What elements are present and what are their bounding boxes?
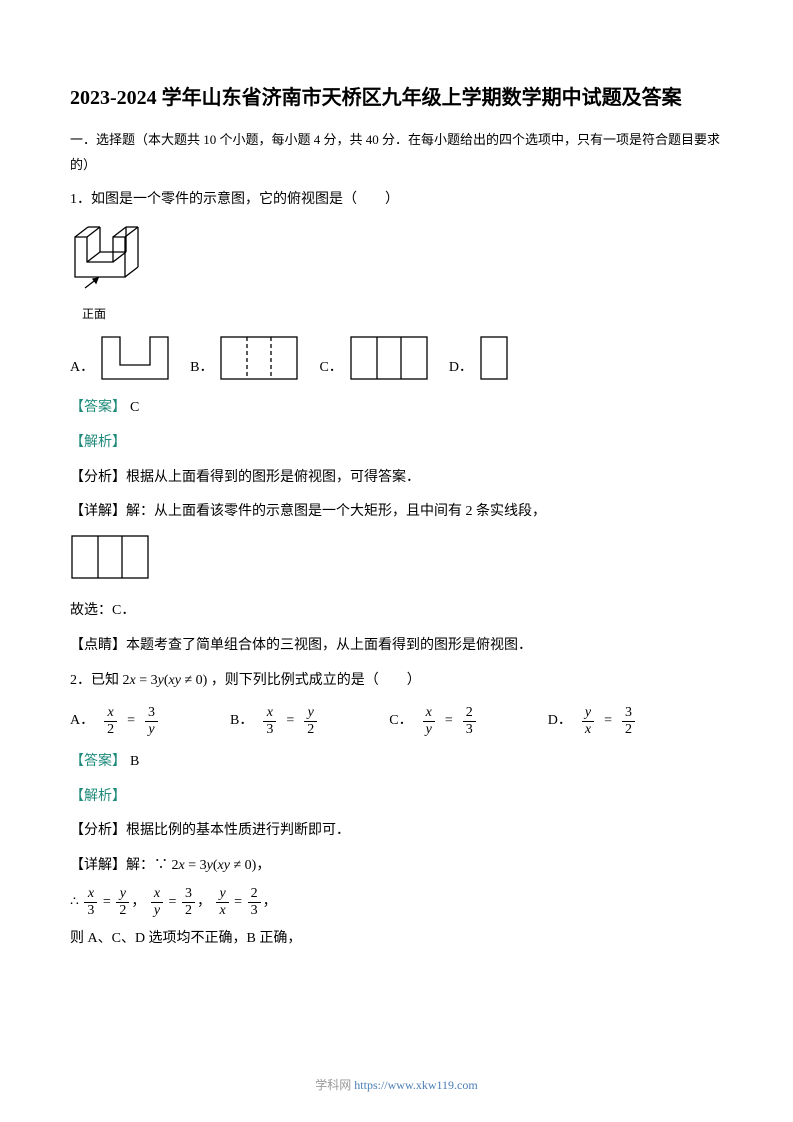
q1-option-a-label: A． <box>70 355 94 382</box>
q1-detail-figure <box>70 534 723 591</box>
q2-option-d-frac1: yx <box>582 706 594 737</box>
footer-text: 学科网 <box>315 1078 354 1092</box>
q2-option-a: A． x2 = 3y <box>70 706 160 737</box>
q2-detail-eq: 2x = 3y(xy ≠ 0) <box>172 858 257 873</box>
q1-figure: 正面 <box>70 222 723 325</box>
page-title: 2023-2024 学年山东省济南市天桥区九年级上学期数学期中试题及答案 <box>70 80 723 116</box>
q1-3d-shape-icon <box>70 222 150 292</box>
q2-option-b: B． x3 = y2 <box>230 706 319 737</box>
q2-answer-label: 【答案】 <box>70 754 126 769</box>
q2-option-c-label: C． <box>389 708 412 735</box>
q1-fenxi: 【分析】根据从上面看得到的图形是俯视图，可得答案． <box>70 465 723 492</box>
q1-options: A． B． C． D． <box>70 335 723 381</box>
q2-text-prefix: 2．已知 <box>70 673 119 688</box>
q2-option-b-frac1: x3 <box>263 706 276 737</box>
q2-therefore: ∴ x3 = y2， xy = 32， yx = 23， <box>70 887 723 918</box>
q2-analysis-label: 【解析】 <box>70 784 723 811</box>
q2-option-a-label: A． <box>70 708 94 735</box>
q2-option-b-label: B． <box>230 708 253 735</box>
q2-option-c-frac2: 23 <box>463 706 476 737</box>
q1-option-c-icon <box>349 335 429 381</box>
q1-answer: 【答案】 C <box>70 395 723 422</box>
q2-option-d: D． yx = 32 <box>548 706 637 737</box>
q2-option-d-label: D． <box>548 708 572 735</box>
q1-option-c: C． <box>319 335 428 381</box>
section-1-heading: 一．选择题（本大题共 10 个小题，每小题 4 分，共 40 分．在每小题给出的… <box>70 128 723 177</box>
q1-answer-value: C <box>130 400 139 415</box>
q1-option-d: D． <box>449 335 509 381</box>
q1-text: 1．如图是一个零件的示意图，它的俯视图是（ ） <box>70 187 723 214</box>
q2-conclusion: 则 A、C、D 选项均不正确，B 正确， <box>70 926 723 953</box>
q1-option-b-label: B． <box>190 355 213 382</box>
q2-answer: 【答案】 B <box>70 749 723 776</box>
q2-fenxi: 【分析】根据比例的基本性质进行判断即可． <box>70 818 723 845</box>
q2-text: 2．已知 2x = 3y(xy ≠ 0) ，则下列比例式成立的是（ ） <box>70 668 723 695</box>
q1-option-d-label: D． <box>449 355 473 382</box>
q2-detail: 【详解】解：∵ 2x = 3y(xy ≠ 0)， <box>70 853 723 880</box>
q1-so: 故选：C． <box>70 598 723 625</box>
q1-answer-label: 【答案】 <box>70 400 126 415</box>
q1-dianjing: 【点睛】本题考查了简单组合体的三视图，从上面看得到的图形是俯视图． <box>70 633 723 660</box>
q1-detail: 【详解】解：从上面看该零件的示意图是一个大矩形，且中间有 2 条实线段， <box>70 499 723 526</box>
q2-detail-prefix: 【详解】解：∵ <box>70 858 168 873</box>
q2-equation: 2x = 3y(xy ≠ 0) <box>123 673 208 688</box>
q2-option-a-frac2: 3y <box>145 706 158 737</box>
q2-options: A． x2 = 3y B． x3 = y2 C． xy = 23 D． yx =… <box>70 706 723 737</box>
q1-option-b: B． <box>190 335 299 381</box>
q1-option-a: A． <box>70 335 170 381</box>
footer-link[interactable]: https://www.xkw119.com <box>354 1078 477 1092</box>
q1-option-c-label: C． <box>319 355 342 382</box>
q1-detail-rect-icon <box>70 534 150 580</box>
q2-therefore-prefix: ∴ <box>70 895 79 910</box>
q1-option-a-icon <box>100 335 170 381</box>
q1-option-b-icon <box>219 335 299 381</box>
q2-option-c: C． xy = 23 <box>389 706 477 737</box>
q1-analysis-label: 【解析】 <box>70 430 723 457</box>
q2-option-d-frac2: 32 <box>622 706 635 737</box>
q2-answer-value: B <box>130 754 139 769</box>
q1-front-label: 正面 <box>82 303 723 326</box>
page-footer: 学科网 https://www.xkw119.com <box>0 1074 793 1097</box>
q2-option-a-frac1: x2 <box>104 706 117 737</box>
q2-option-c-frac1: xy <box>423 706 435 737</box>
q2-option-b-frac2: y2 <box>304 706 317 737</box>
q1-option-d-icon <box>479 335 509 381</box>
q2-text-mid: ，则下列比例式成立的是（ ） <box>211 673 421 688</box>
